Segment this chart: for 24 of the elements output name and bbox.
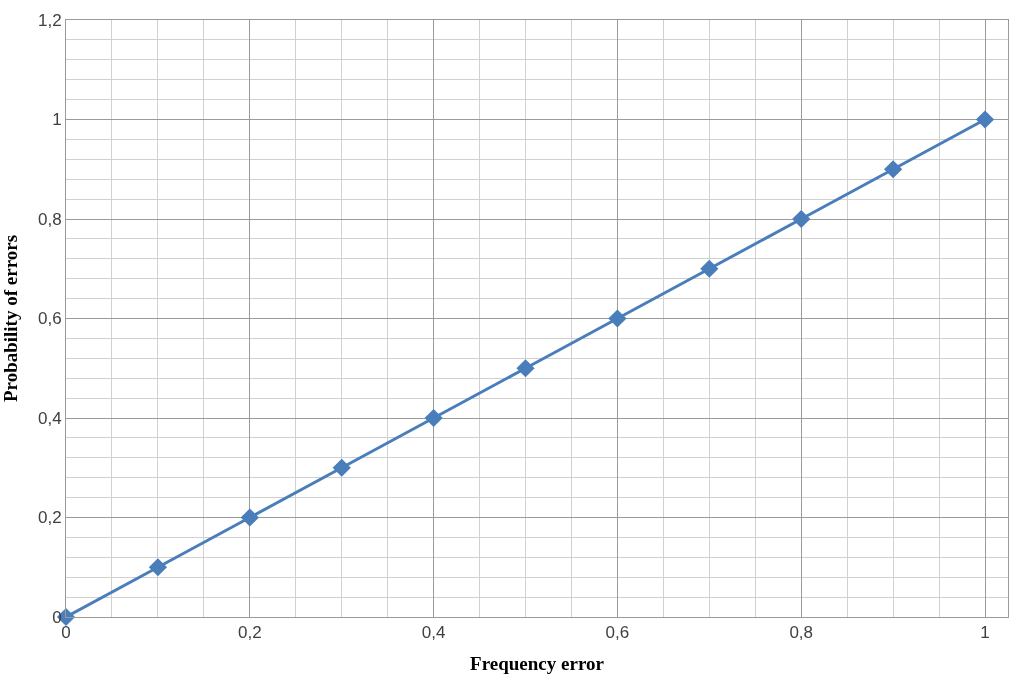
y-tick-label: 0,2	[37, 508, 62, 528]
x-tick-label: 1	[980, 623, 990, 643]
y-tick-label: 0,4	[37, 408, 62, 428]
point	[792, 209, 811, 229]
point	[516, 359, 535, 378]
y-axis-title: Probability of errors	[0, 234, 21, 403]
point	[240, 508, 259, 527]
y-tick-label: 0,8	[37, 209, 62, 229]
y-tick-label: 0,6	[37, 309, 62, 329]
point	[608, 309, 627, 328]
x-tick-label: 0,8	[789, 623, 814, 643]
y-tick-label: 1	[52, 110, 62, 130]
point	[700, 259, 719, 278]
point	[424, 408, 443, 428]
x-tick-label: 0,2	[237, 623, 262, 643]
x-tick-label: 0,4	[421, 623, 446, 643]
point	[148, 558, 167, 577]
y-tick-label: 0	[52, 607, 62, 627]
point	[975, 110, 995, 129]
x-tick-label: 0,6	[605, 623, 630, 643]
x-axis-title: Frequency error	[470, 653, 605, 675]
y-tick-label: 1,2	[37, 10, 62, 30]
point	[884, 160, 903, 179]
point	[332, 458, 351, 477]
